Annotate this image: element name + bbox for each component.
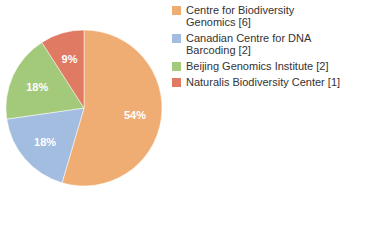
legend-label: Beijing Genomics Institute [2] [186, 60, 328, 72]
legend-label: Canadian Centre for DNA Barcoding [2] [186, 32, 311, 56]
legend-entry: Beijing Genomics Institute [2] [172, 60, 342, 72]
data-label: 18% [34, 136, 56, 148]
legend-swatch [172, 78, 181, 87]
legend-label: Naturalis Biodiversity Center [1] [186, 76, 340, 88]
legend-entry: Naturalis Biodiversity Center [1] [172, 76, 342, 88]
legend-swatch [172, 6, 181, 15]
legend-entry: Canadian Centre for DNA Barcoding [2] [172, 32, 342, 56]
pie-slice [42, 30, 84, 108]
legend: Centre for Biodiversity Genomics [6] Cana… [172, 4, 342, 92]
data-label: 18% [26, 81, 48, 93]
pie-slice [7, 108, 84, 183]
data-label: 9% [62, 53, 78, 65]
data-label: 54% [124, 109, 146, 121]
legend-swatch [172, 62, 181, 71]
legend-label: Centre for Biodiversity Genomics [6] [186, 4, 294, 28]
legend-entry: Centre for Biodiversity Genomics [6] [172, 4, 342, 28]
legend-swatch [172, 34, 181, 43]
